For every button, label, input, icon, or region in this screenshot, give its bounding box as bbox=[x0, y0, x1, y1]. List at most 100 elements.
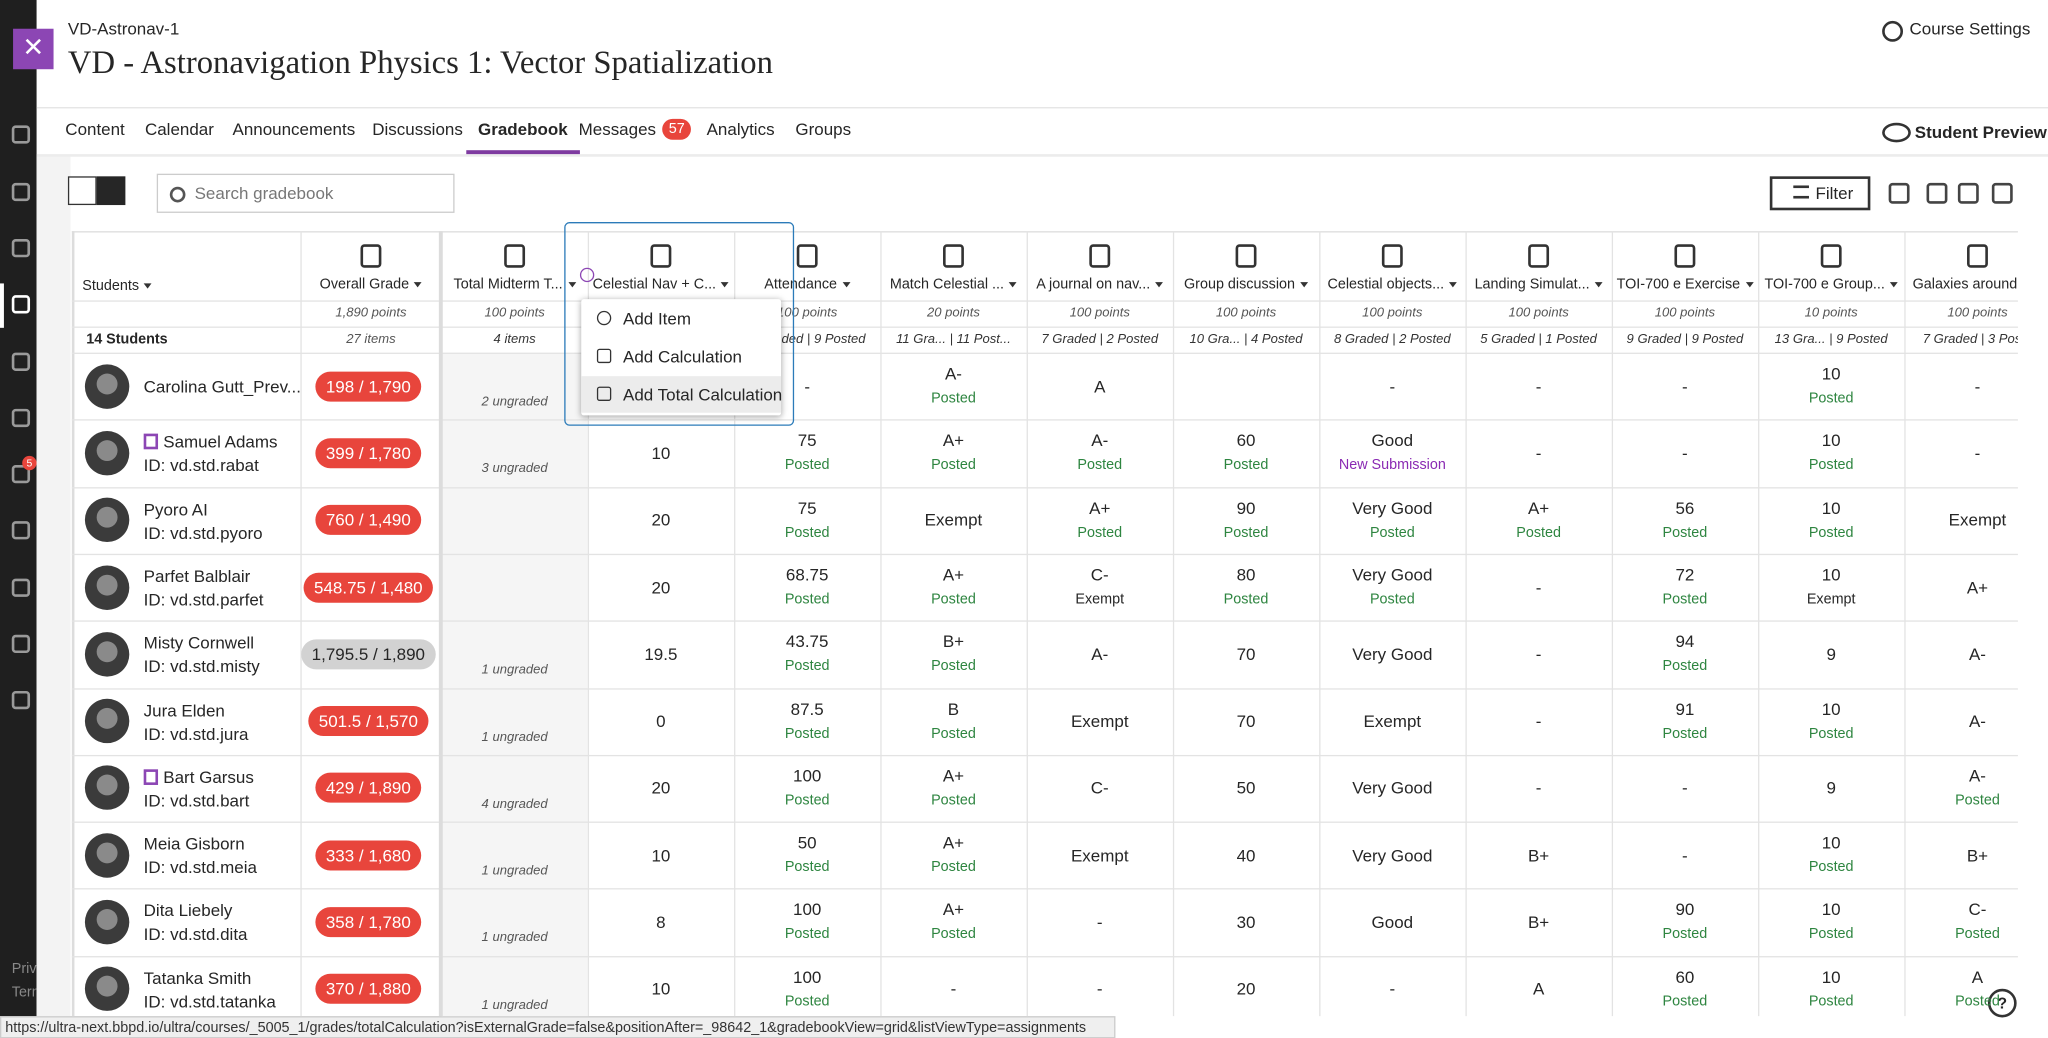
grade-cell[interactable]: 10 bbox=[1821, 430, 1841, 451]
grade-cell[interactable]: - bbox=[1535, 778, 1542, 798]
nav-tab[interactable]: Groups bbox=[795, 119, 852, 140]
menu-item[interactable]: Add Total Calculation bbox=[623, 385, 783, 405]
grade-cell[interactable]: B+ bbox=[1527, 845, 1550, 865]
grade-cell[interactable]: 10 bbox=[1821, 564, 1841, 585]
overall-grade[interactable]: 370 / 1,880 bbox=[315, 974, 422, 1005]
grade-cell[interactable]: - bbox=[1682, 778, 1688, 798]
grade-cell[interactable]: 60 bbox=[1236, 430, 1256, 451]
grade-cell[interactable]: 70 bbox=[1236, 711, 1256, 731]
column-header[interactable]: TOI-700 e Group... bbox=[1764, 277, 1897, 293]
sidebar-link[interactable]: Priva bbox=[11, 961, 37, 977]
grade-cell[interactable]: 87.5 bbox=[790, 698, 824, 719]
grade-cell[interactable]: C- bbox=[1090, 564, 1109, 585]
grade-cell[interactable]: - bbox=[1682, 845, 1688, 865]
students-header[interactable]: Students bbox=[82, 278, 152, 294]
nav-tab[interactable]: Announcements bbox=[232, 119, 356, 140]
grade-cell[interactable]: 10 bbox=[1821, 899, 1841, 920]
student-name[interactable]: Meia Gisborn bbox=[143, 834, 245, 854]
student-name[interactable]: Carolina Gutt_Prev... bbox=[143, 376, 301, 396]
sidebar-icon[interactable] bbox=[11, 690, 31, 710]
student-name[interactable]: Jura Elden bbox=[143, 700, 225, 720]
grade-cell[interactable]: 50 bbox=[797, 832, 817, 853]
grade-cell[interactable]: A- bbox=[944, 363, 962, 384]
grade-cell[interactable]: Very Good bbox=[1352, 778, 1433, 798]
overall-grade[interactable]: 1,795.5 / 1,890 bbox=[301, 639, 436, 670]
grade-cell[interactable]: A- bbox=[1968, 765, 1986, 786]
help-button[interactable]: ? bbox=[1987, 988, 2017, 1018]
overall-grade[interactable]: 198 / 1,790 bbox=[315, 371, 422, 402]
grade-cell[interactable]: - bbox=[1389, 979, 1396, 999]
column-header[interactable]: Landing Simulat... bbox=[1475, 277, 1603, 293]
toolbar-icon[interactable] bbox=[1888, 182, 1910, 204]
close-button[interactable]: ✕ bbox=[13, 28, 54, 70]
sidebar-icon[interactable] bbox=[11, 521, 31, 540]
grade-cell[interactable]: Very Good bbox=[1352, 644, 1433, 664]
toolbar-icon[interactable] bbox=[1957, 182, 1979, 204]
column-header[interactable]: Celestial Nav + C... bbox=[593, 277, 729, 293]
grade-cell[interactable]: C- bbox=[1968, 899, 1987, 920]
grade-cell[interactable]: C- bbox=[1090, 778, 1109, 798]
grade-cell[interactable]: - bbox=[1535, 577, 1542, 597]
grade-cell[interactable]: A+ bbox=[942, 765, 965, 786]
nav-tab[interactable]: Calendar bbox=[144, 119, 214, 140]
sidebar-icon[interactable] bbox=[11, 634, 31, 654]
list-view-button[interactable] bbox=[67, 176, 97, 206]
grade-cell[interactable]: B bbox=[947, 698, 960, 719]
nav-tab[interactable]: Messages bbox=[578, 119, 656, 140]
grade-cell[interactable]: A- bbox=[1968, 711, 1986, 731]
grade-cell[interactable]: 10 bbox=[1821, 966, 1841, 987]
sidebar-icon[interactable] bbox=[11, 464, 31, 484]
grade-cell[interactable]: 60 bbox=[1675, 966, 1695, 987]
overall-header[interactable]: Overall Grade bbox=[320, 277, 423, 293]
overall-grade[interactable]: 429 / 1,890 bbox=[315, 773, 422, 804]
grade-cell[interactable]: 91 bbox=[1675, 698, 1695, 719]
grade-cell[interactable]: A bbox=[1532, 979, 1545, 999]
grade-cell[interactable]: 100 bbox=[793, 765, 822, 786]
grade-cell[interactable]: 9 bbox=[1826, 778, 1836, 798]
nav-tab[interactable]: Content bbox=[65, 119, 125, 140]
overall-grade[interactable]: 760 / 1,490 bbox=[315, 505, 422, 536]
student-name[interactable]: Samuel Adams bbox=[163, 432, 278, 452]
grade-cell[interactable]: B+ bbox=[1966, 845, 1989, 865]
grade-cell[interactable]: Good bbox=[1371, 430, 1414, 451]
column-header[interactable]: Total Midterm T... bbox=[454, 277, 576, 293]
grade-cell[interactable]: A+ bbox=[1527, 497, 1550, 518]
nav-tab[interactable]: Gradebook bbox=[478, 119, 568, 140]
grade-cell[interactable]: A+ bbox=[1089, 497, 1111, 518]
filter-button[interactable] bbox=[1769, 176, 1871, 211]
grade-cell[interactable]: A+ bbox=[1966, 577, 1989, 597]
grade-cell[interactable]: 19.5 bbox=[644, 644, 678, 664]
grade-cell[interactable]: - bbox=[1535, 711, 1542, 731]
grade-cell[interactable]: 9 bbox=[1826, 644, 1836, 664]
grade-cell[interactable]: - bbox=[1974, 443, 1981, 463]
grade-cell[interactable]: - bbox=[1389, 376, 1396, 396]
grade-cell[interactable]: 90 bbox=[1236, 497, 1256, 518]
column-header[interactable]: Galaxies around... bbox=[1913, 277, 2018, 293]
grade-cell[interactable]: 10 bbox=[1821, 698, 1841, 719]
grade-cell[interactable]: Exempt bbox=[1948, 510, 2007, 530]
grade-cell[interactable]: 94 bbox=[1675, 631, 1695, 652]
sidebar-icon[interactable] bbox=[11, 182, 31, 202]
overall-grade[interactable]: 501.5 / 1,570 bbox=[308, 706, 429, 737]
grade-cell[interactable]: 56 bbox=[1675, 497, 1695, 518]
grade-cell[interactable]: 90 bbox=[1675, 899, 1695, 920]
nav-tab[interactable]: Discussions bbox=[372, 119, 463, 140]
grade-cell[interactable]: 43.75 bbox=[785, 631, 829, 652]
sidebar-icon[interactable] bbox=[11, 295, 31, 314]
grade-cell[interactable]: A+ bbox=[942, 430, 965, 451]
grade-cell[interactable]: - bbox=[1535, 644, 1542, 664]
grade-cell[interactable]: A- bbox=[1968, 644, 1986, 664]
sidebar-link[interactable]: Term bbox=[11, 984, 37, 1001]
grade-cell[interactable]: Exempt bbox=[1363, 711, 1422, 731]
overall-grade[interactable]: 333 / 1,680 bbox=[315, 840, 422, 871]
grade-cell[interactable]: Very Good bbox=[1352, 564, 1433, 585]
column-header[interactable]: Group discussion bbox=[1184, 277, 1308, 293]
grade-cell[interactable]: 30 bbox=[1236, 912, 1256, 932]
grade-cell[interactable]: 10 bbox=[1821, 832, 1841, 853]
sidebar-icon[interactable] bbox=[11, 408, 31, 428]
overall-grade[interactable]: 399 / 1,780 bbox=[315, 438, 422, 469]
menu-item[interactable]: Add Item bbox=[623, 308, 691, 329]
grade-cell[interactable]: 20 bbox=[651, 778, 671, 798]
student-name[interactable]: Pyoro AI bbox=[143, 499, 208, 519]
grade-cell[interactable]: Very Good bbox=[1352, 497, 1433, 518]
